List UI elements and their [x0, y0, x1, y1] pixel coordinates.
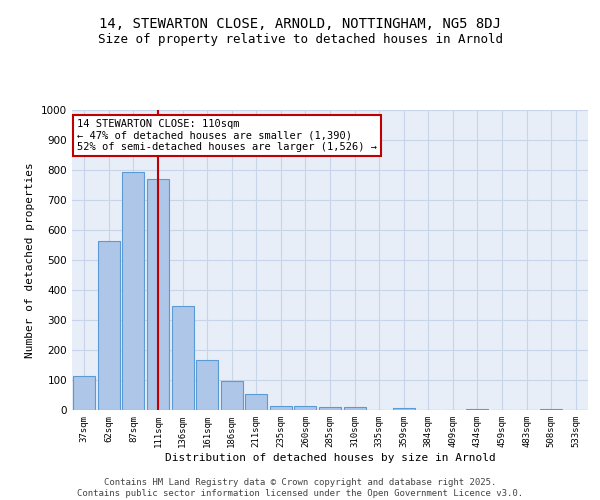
Bar: [73, 376, 95, 410]
Text: 14 STEWARTON CLOSE: 110sqm
← 47% of detached houses are smaller (1,390)
52% of s: 14 STEWARTON CLOSE: 110sqm ← 47% of deta…: [77, 119, 377, 152]
Bar: [122, 172, 145, 410]
Bar: [196, 360, 218, 410]
Bar: [295, 406, 316, 410]
Text: Size of property relative to detached houses in Arnold: Size of property relative to detached ho…: [97, 32, 503, 46]
Bar: [270, 406, 292, 410]
Y-axis label: Number of detached properties: Number of detached properties: [25, 162, 35, 358]
X-axis label: Distribution of detached houses by size in Arnold: Distribution of detached houses by size …: [164, 452, 496, 462]
Bar: [540, 408, 562, 410]
Text: 14, STEWARTON CLOSE, ARNOLD, NOTTINGHAM, NG5 8DJ: 14, STEWARTON CLOSE, ARNOLD, NOTTINGHAM,…: [99, 18, 501, 32]
Bar: [98, 242, 120, 410]
Bar: [245, 394, 268, 410]
Text: Contains HM Land Registry data © Crown copyright and database right 2025.
Contai: Contains HM Land Registry data © Crown c…: [77, 478, 523, 498]
Bar: [147, 179, 169, 410]
Bar: [172, 306, 194, 410]
Bar: [319, 406, 341, 410]
Bar: [392, 408, 415, 410]
Bar: [344, 407, 365, 410]
Bar: [221, 380, 243, 410]
Bar: [466, 408, 488, 410]
